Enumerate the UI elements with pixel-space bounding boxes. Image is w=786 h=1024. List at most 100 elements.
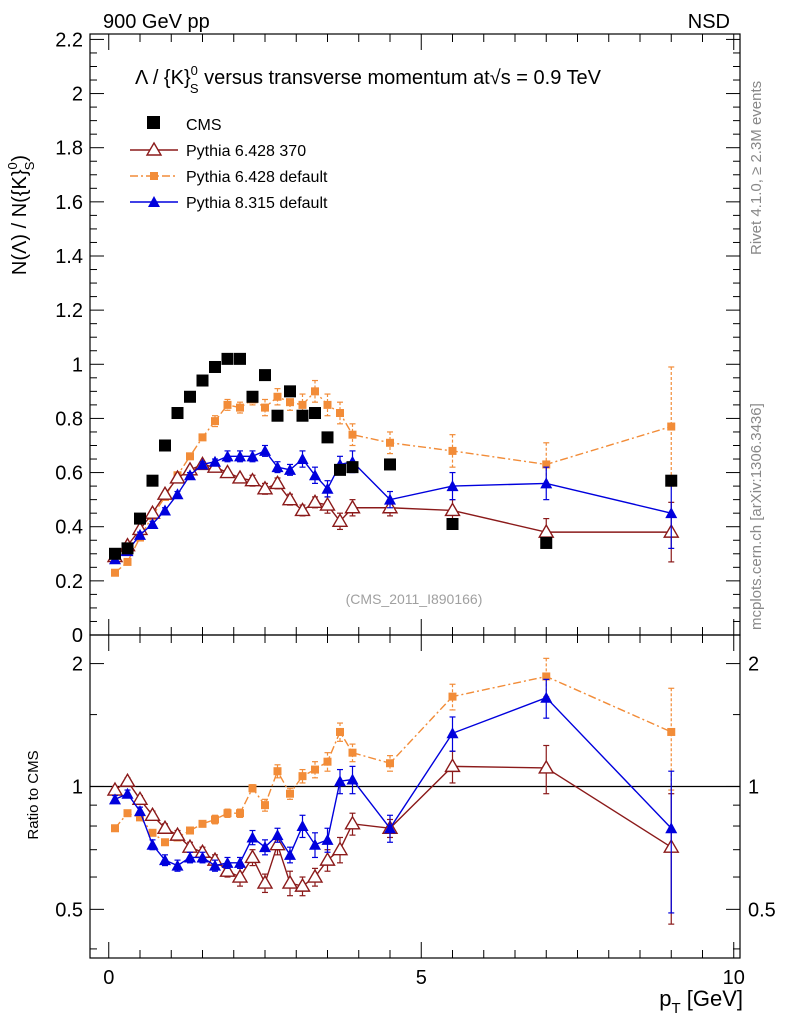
main-point-cms <box>109 547 121 560</box>
ratio-point-pythia-6-428-default <box>386 759 394 768</box>
main-point-pythia-8-315-default <box>284 463 296 475</box>
main-point-cms <box>196 374 209 387</box>
y-tick-label: 1.6 <box>55 192 83 214</box>
main-point-cms <box>334 463 346 476</box>
ratio-point-pythia-8-315-default <box>446 727 459 739</box>
main-point-pythia-6-428-default <box>273 392 282 401</box>
legend-label-pythia8: Pythia 8.315 default <box>186 195 328 212</box>
ratio-series-pythia-8-315-default <box>109 678 678 914</box>
main-point-pythia-8-315-default <box>146 518 159 530</box>
main-point-pythia-6-428-default <box>198 433 207 442</box>
ratio-point-pythia-6-428-370 <box>319 851 336 866</box>
main-point-pythia-8-315-default <box>309 469 321 481</box>
main-point-pythia-6-428-370 <box>169 469 186 484</box>
main-point-pythia-6-428-370 <box>244 472 261 487</box>
rivet-version-tag: Rivet 4.1.0, ≥ 2.3M events <box>748 81 765 255</box>
ratio-point-pythia-6-428-370 <box>331 841 349 856</box>
x-tick-label: 0 <box>103 967 114 989</box>
ratio-point-pythia-6-428-default <box>448 692 457 701</box>
ratio-point-pythia-6-428-default <box>323 757 332 766</box>
ratio-point-pythia-6-428-370 <box>538 759 555 774</box>
ratio-point-pythia-8-315-default <box>209 859 221 871</box>
legend-marker-pythia6-default <box>150 172 158 180</box>
main-point-pythia-6-428-default <box>111 568 119 577</box>
ratio-point-pythia-6-428-370 <box>131 790 149 806</box>
ratio-point-pythia-8-315-default <box>296 820 309 832</box>
ratio-panel-frame <box>89 634 741 959</box>
main-point-pythia-8-315-default <box>234 450 246 462</box>
main-point-pythia-6-428-370 <box>344 499 361 514</box>
ratio-point-pythia-8-315-default <box>665 822 678 834</box>
main-point-pythia-8-315-default <box>321 482 334 494</box>
main-point-cms <box>284 385 296 398</box>
ratio-point-pythia-8-315-default <box>309 838 321 850</box>
ratio-point-pythia-8-315-default <box>234 856 246 868</box>
legend-marker-pythia6-370 <box>145 141 163 156</box>
main-point-pythia-6-428-default <box>667 422 676 431</box>
ratio-point-pythia-6-428-default <box>542 672 551 681</box>
ratio-y-tick-label-right: 1 <box>748 776 759 798</box>
main-point-pythia-6-428-default <box>286 398 294 407</box>
legend-label-pythia6-default: Pythia 6.428 default <box>186 169 328 186</box>
main-point-pythia-6-428-default <box>211 417 219 426</box>
main-point-pythia-6-428-default <box>261 403 269 412</box>
ratio-y-tick-label-right: 0.5 <box>748 899 776 921</box>
main-point-pythia-6-428-default <box>223 400 232 409</box>
legend-label-pythia6-370: Pythia 6.428 370 <box>186 143 306 160</box>
ratio-point-pythia-6-428-default <box>286 789 294 798</box>
main-point-pythia-6-428-370 <box>319 496 336 511</box>
main-point-cms <box>296 409 309 422</box>
header-process-label: NSD <box>688 11 730 33</box>
main-panel: 0 0.2 0.4 0.6 0.8 1 1.2 1.4 1.6 1.8 2 2.2 <box>55 29 741 647</box>
main-point-cms <box>121 542 134 555</box>
ratio-point-pythia-6-428-default <box>298 772 307 781</box>
main-point-pythia-6-428-default <box>186 452 194 461</box>
main-point-cms <box>346 461 359 474</box>
source-reference-tag: mcplots.cern.ch [arXiv:1306.3436] <box>748 403 765 630</box>
y-axis-label: N(Λ) / N({K}0 S) <box>5 155 37 275</box>
main-point-pythia-6-428-default <box>323 400 332 409</box>
y-tick-label: 0.2 <box>55 571 83 593</box>
ratio-point-pythia-6-428-default <box>236 809 244 818</box>
ratio-point-pythia-6-428-default <box>186 826 194 835</box>
ratio-point-pythia-6-428-default <box>111 824 119 833</box>
ratio-point-pythia-6-428-370 <box>444 757 461 773</box>
analysis-id-label: (CMS_2011_I890166) <box>346 591 483 607</box>
main-point-pythia-6-428-default <box>123 557 132 566</box>
ratio-point-pythia-6-428-default <box>123 809 132 818</box>
y-tick-label: 2.2 <box>55 29 83 51</box>
main-point-pythia-8-315-default <box>246 450 259 462</box>
ratio-point-pythia-6-428-370 <box>281 874 299 889</box>
main-point-cms <box>234 352 246 365</box>
ratio-point-pythia-6-428-default <box>311 765 319 774</box>
ratio-point-pythia-8-315-default <box>334 775 346 787</box>
main-point-cms <box>246 390 259 403</box>
ratio-point-pythia-8-315-default <box>109 793 121 805</box>
ratio-point-pythia-8-315-default <box>384 822 396 834</box>
header-energy-label: 900 GeV pp <box>103 11 210 33</box>
main-point-pythia-6-428-default <box>311 387 319 396</box>
main-point-pythia-6-428-370 <box>156 485 174 500</box>
ratio-y-tick-label: 1 <box>72 776 83 798</box>
y-tick-label: 0.4 <box>55 517 83 539</box>
main-point-pythia-6-428-370 <box>219 464 236 479</box>
x-tick-label: 5 <box>416 967 427 989</box>
legend-marker-cms <box>147 116 160 129</box>
ratio-panel: 0 5 10 0.5 0.5 1 1 2 2 <box>55 634 776 989</box>
main-point-pythia-6-428-370 <box>306 493 324 509</box>
ratio-point-pythia-6-428-default <box>273 767 282 776</box>
ylabel-close: ) <box>9 155 31 162</box>
legend-marker-pythia8 <box>148 196 160 207</box>
ratio-point-pythia-6-428-370 <box>119 772 136 787</box>
ratio-point-pythia-6-428-370 <box>231 868 249 883</box>
ratio-point-pythia-6-428-default <box>348 748 357 757</box>
ratio-point-pythia-8-315-default <box>146 838 159 850</box>
main-point-pythia-6-428-default <box>448 446 457 455</box>
ratio-point-pythia-6-428-370 <box>219 862 236 877</box>
main-point-pythia-6-428-370 <box>331 512 349 527</box>
ratio-point-pythia-6-428-370 <box>156 819 174 834</box>
main-point-cms <box>184 390 196 403</box>
main-point-pythia-6-428-370 <box>281 491 299 506</box>
ratio-series-pythia-6-428-370 <box>106 744 680 925</box>
